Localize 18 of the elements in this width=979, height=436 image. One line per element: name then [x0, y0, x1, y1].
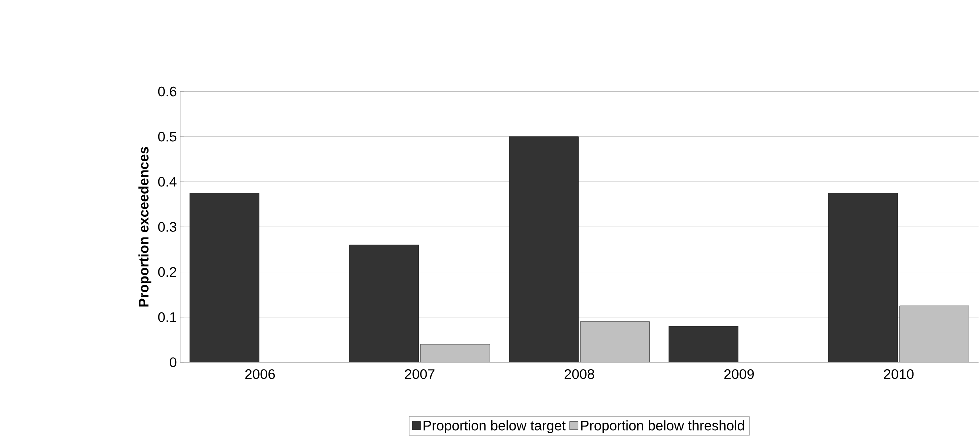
x-tick-label: 2009 [724, 370, 754, 380]
x-tick-label: 2006 [246, 370, 276, 380]
y-tick-label: 0.4 [158, 177, 177, 187]
bar [420, 344, 490, 363]
x-tick-label: 2007 [405, 370, 435, 380]
x-tick-label: 2008 [564, 370, 594, 380]
bar [900, 306, 970, 363]
bar [580, 322, 650, 363]
y-axis-title: Proportion exceedences [138, 147, 152, 307]
y-tick-label: 0.6 [158, 86, 177, 97]
legend-label: Proportion below threshold [581, 420, 744, 434]
y-tick-label: 0.5 [158, 132, 177, 142]
y-tick-label: 0.3 [158, 222, 177, 232]
y-tick-label: 0.1 [158, 312, 176, 322]
y-tick-label: 0 [170, 358, 177, 368]
legend-label: Proportion below target [424, 420, 566, 434]
y-tick-label: 0.2 [158, 267, 176, 278]
x-tick-label: 2010 [884, 370, 914, 380]
